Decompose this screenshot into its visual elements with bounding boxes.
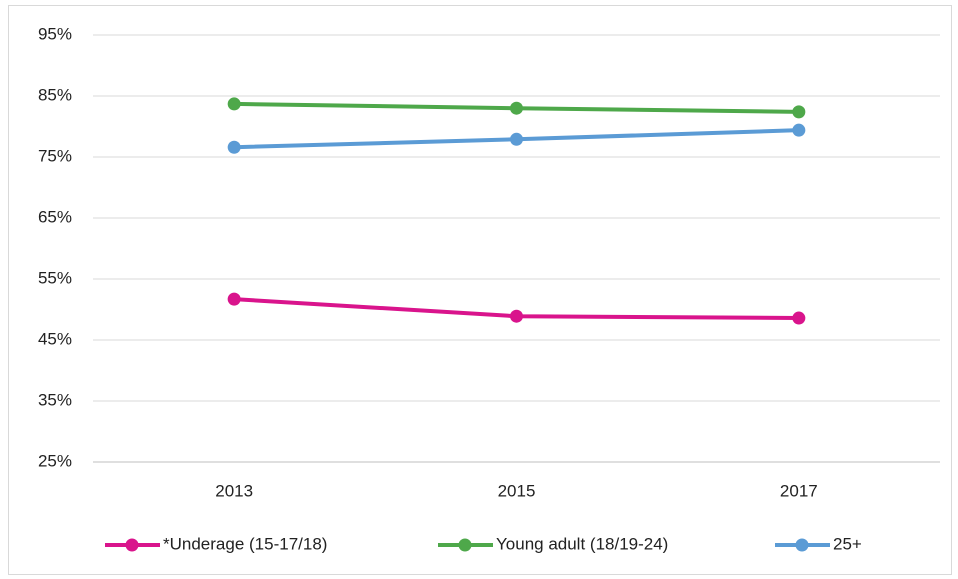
- y-tick-label: 85%: [38, 85, 72, 104]
- point-marker: [510, 101, 523, 115]
- y-tick-label: 95%: [38, 24, 72, 43]
- y-tick-label: 65%: [38, 207, 72, 226]
- legend-label: 25+: [833, 534, 862, 553]
- point-marker: [227, 97, 241, 111]
- legend-label: *Underage (15-17/18): [163, 534, 327, 553]
- legend-marker: [125, 538, 139, 552]
- y-tick-label: 35%: [38, 390, 72, 409]
- point-marker: [792, 105, 806, 119]
- legend-marker: [795, 538, 809, 552]
- point-marker: [792, 311, 806, 325]
- x-tick-label: 2013: [215, 481, 253, 500]
- y-tick-label: 45%: [38, 329, 72, 348]
- y-tick-label: 25%: [38, 451, 72, 470]
- point-marker: [510, 309, 523, 323]
- y-tick-label: 75%: [38, 146, 72, 165]
- point-marker: [510, 132, 523, 146]
- chart-border: [8, 5, 952, 575]
- point-marker: [227, 292, 241, 306]
- x-tick-label: 2017: [780, 481, 818, 500]
- legend-label: Young adult (18/19-24): [496, 534, 668, 553]
- y-tick-label: 55%: [38, 268, 72, 287]
- legend-marker: [458, 538, 472, 552]
- x-tick-label: 2015: [498, 481, 536, 500]
- point-marker: [227, 140, 241, 154]
- point-marker: [792, 123, 806, 137]
